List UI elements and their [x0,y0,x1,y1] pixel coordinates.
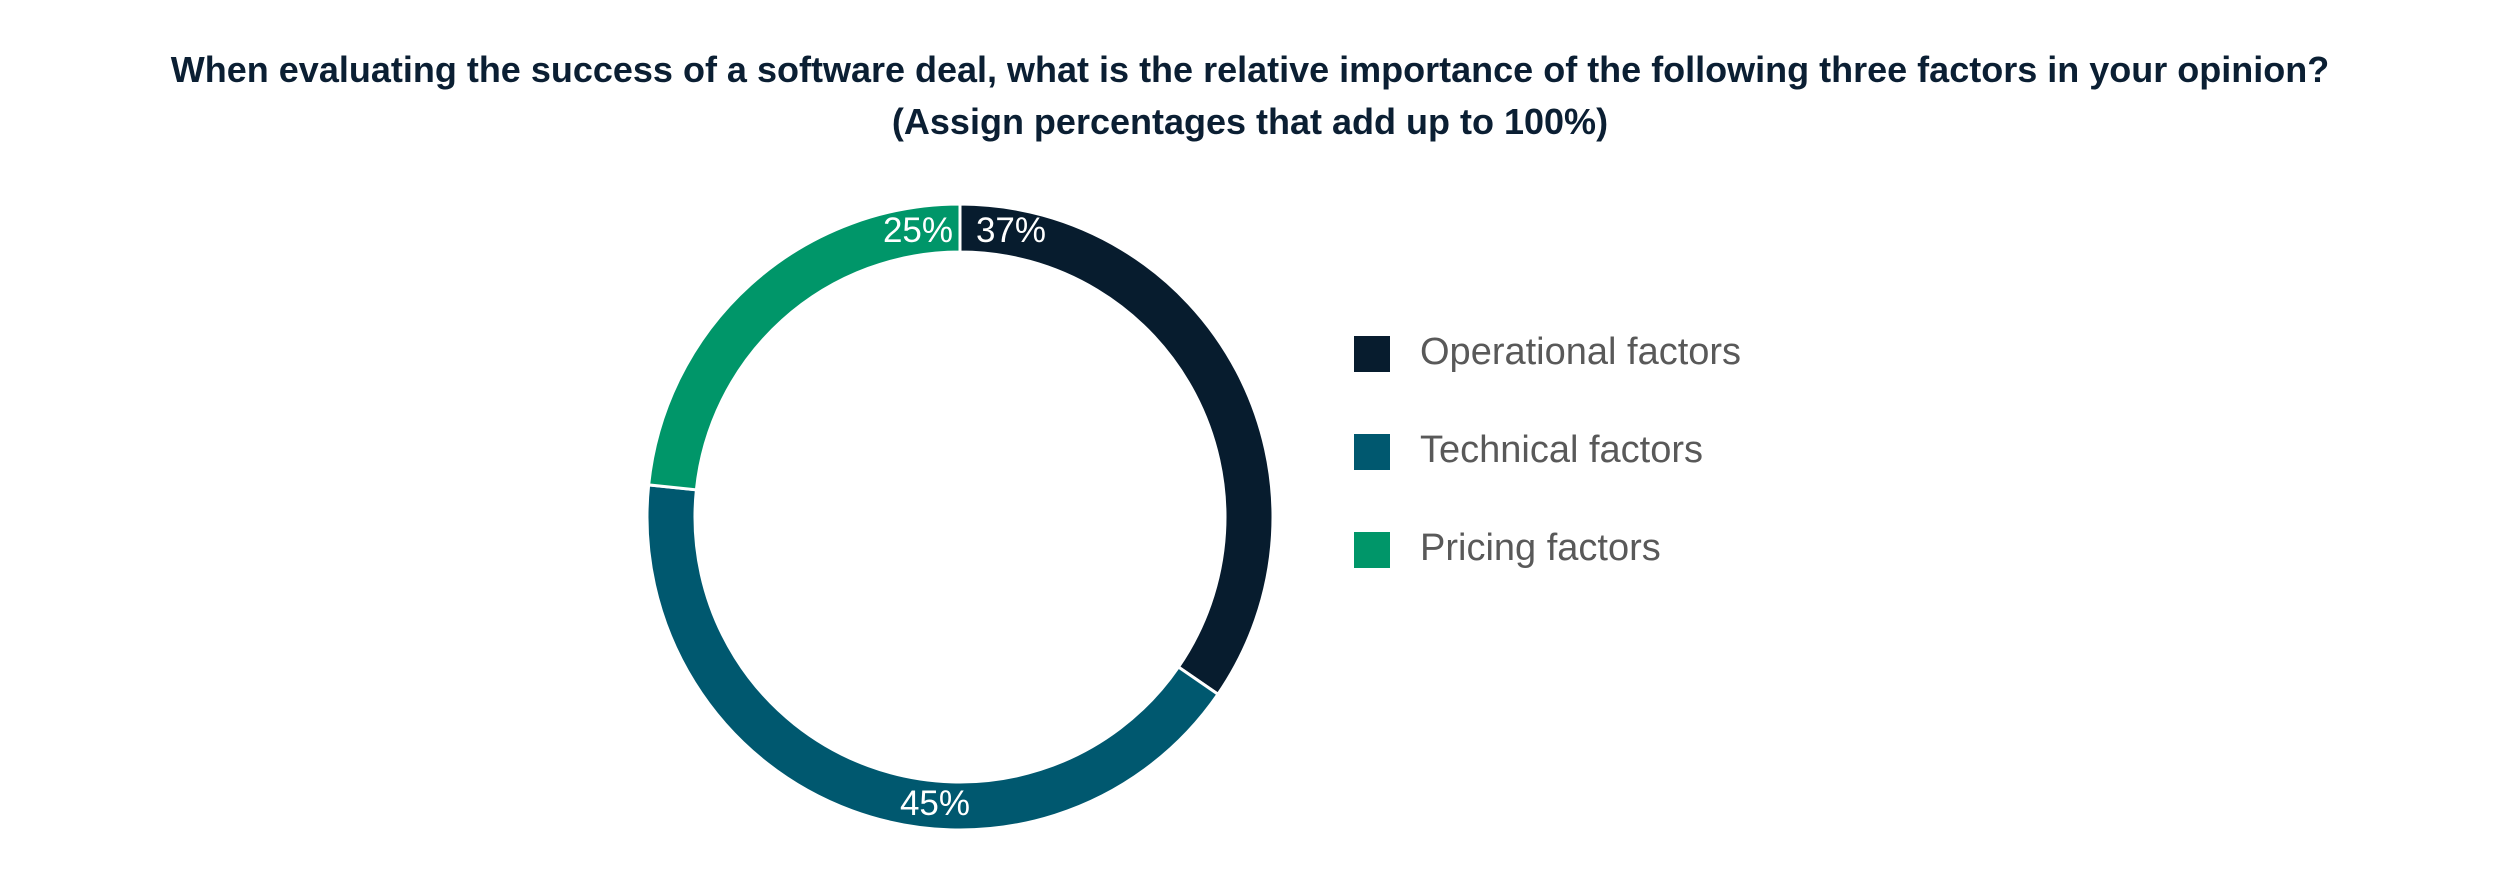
legend-label-pricing: Pricing factors [1420,527,1661,569]
legend-label-technical: Technical factors [1420,429,1704,471]
donut-data-labels: 37% 45% 25% [883,211,1046,823]
legend-swatch-operational [1354,336,1390,372]
donut-slice-operational [958,202,1275,697]
donut-slice-pricing [647,202,962,492]
chart-title-line-1: When evaluating the success of a softwar… [170,49,2330,90]
donut-slices [645,202,1275,832]
legend: Operational factors Technical factors Pr… [1354,316,1741,610]
chart-title: When evaluating the success of a softwar… [0,44,2500,148]
data-label-pricing: 25% [883,211,953,250]
legend-item-technical: Technical factors [1354,414,1741,512]
legend-swatch-technical [1354,434,1390,470]
legend-swatch-pricing [1354,532,1390,568]
chart-title-line-2: (Assign percentages that add up to 100%) [891,101,1609,142]
data-label-operational: 37% [976,211,1046,250]
legend-label-operational: Operational factors [1420,331,1742,373]
legend-item-pricing: Pricing factors [1354,512,1741,610]
legend-item-operational: Operational factors [1354,316,1741,414]
data-label-technical: 45% [900,784,970,823]
donut-slice-technical [645,483,1221,832]
